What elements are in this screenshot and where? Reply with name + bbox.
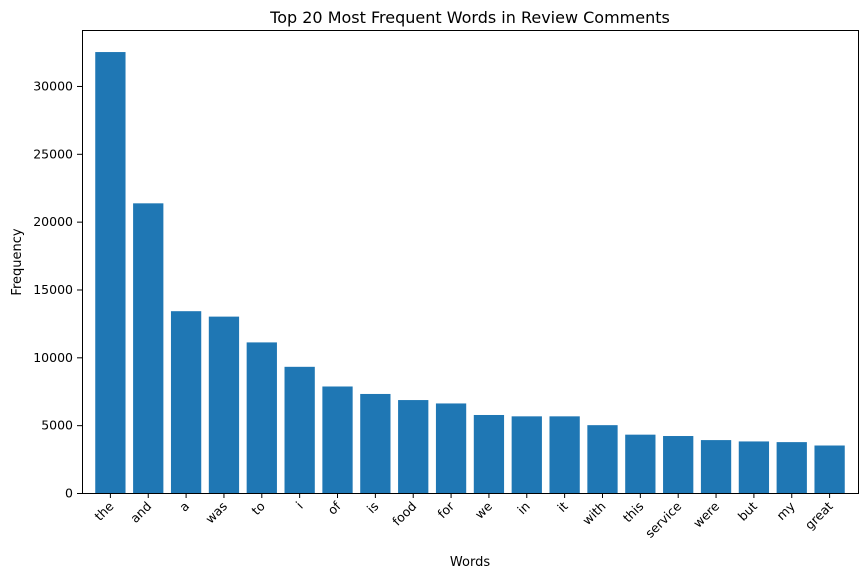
bar-and	[133, 203, 164, 493]
x-tick-label-the: the	[91, 498, 116, 523]
y-tick-label: 25000	[33, 146, 73, 161]
bar-it	[549, 416, 580, 493]
y-axis-ticks: 0 5000 10000 15000 20000 25000 30000	[33, 78, 82, 501]
x-tick-label-is: is	[364, 499, 382, 517]
bar-service	[663, 436, 694, 493]
y-tick-label: 30000	[33, 78, 73, 93]
x-tick-label-we: we	[472, 498, 495, 521]
y-axis-label: Frequency	[10, 228, 25, 295]
bar-my	[776, 442, 807, 493]
bar-i	[284, 366, 315, 493]
bar-food	[398, 400, 429, 493]
x-axis-label: Words	[450, 555, 490, 570]
bar-is	[360, 393, 391, 493]
x-tick-label-to: to	[248, 499, 267, 518]
bar-to	[246, 342, 277, 493]
x-tick-label-with: with	[579, 499, 608, 528]
bar-the	[95, 52, 126, 494]
x-tick-label-this: this	[620, 499, 647, 526]
x-tick-label-was: was	[202, 499, 230, 527]
plot-frame	[82, 30, 859, 494]
x-tick-label-food: food	[389, 499, 419, 529]
x-tick-label-a: a	[176, 499, 192, 515]
bar-a	[170, 311, 202, 493]
x-tick-label-in: in	[514, 499, 533, 518]
bar-we	[473, 414, 505, 493]
y-tick-label: 10000	[33, 350, 73, 365]
bar-for	[435, 403, 467, 493]
y-tick-label: 0	[65, 486, 73, 501]
x-axis-ticks: the and a was to i of is food for we in it with thisse…	[91, 493, 836, 541]
bar-were	[700, 440, 732, 493]
bar-but	[738, 441, 770, 493]
x-tick-label-i: i	[293, 499, 306, 512]
bar-this	[625, 434, 656, 493]
bar-great	[814, 445, 845, 493]
chart-title: Top 20 Most Frequent Words in Review Com…	[269, 8, 670, 27]
y-tick-label: 5000	[41, 418, 73, 433]
bar-of	[322, 386, 353, 493]
x-tick-label-service: service	[642, 498, 684, 540]
bar-was	[208, 316, 240, 493]
x-tick-label-it: it	[554, 498, 571, 515]
y-tick-label: 15000	[33, 282, 73, 297]
x-tick-label-of: of	[324, 498, 344, 518]
bar-with	[587, 425, 618, 493]
x-tick-label-for: for	[434, 498, 457, 521]
bars-group	[95, 52, 845, 494]
x-tick-label-great: great	[802, 498, 836, 532]
bar-in	[511, 416, 542, 493]
x-tick-label-my: my	[773, 498, 798, 523]
y-tick-label: 20000	[33, 214, 73, 229]
x-tick-label-and: and	[127, 499, 154, 526]
x-tick-label-but: but	[735, 498, 760, 523]
x-tick-label-were: were	[690, 498, 722, 530]
